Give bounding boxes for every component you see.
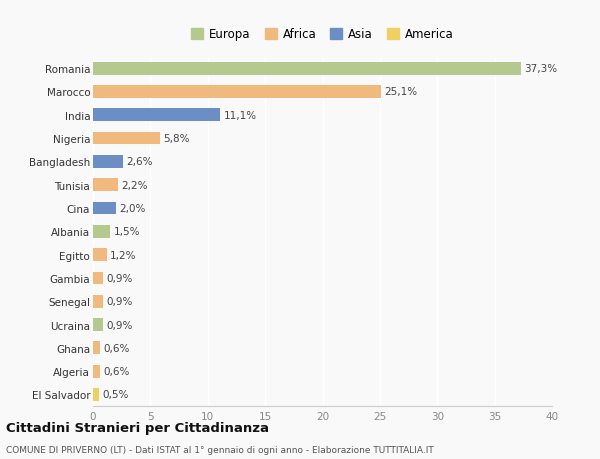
Text: 5,8%: 5,8% bbox=[163, 134, 190, 144]
Text: 37,3%: 37,3% bbox=[524, 64, 557, 74]
Bar bbox=[93, 109, 220, 122]
Bar bbox=[93, 365, 100, 378]
Bar bbox=[93, 341, 100, 354]
Text: 11,1%: 11,1% bbox=[224, 111, 257, 121]
Text: COMUNE DI PRIVERNO (LT) - Dati ISTAT al 1° gennaio di ogni anno - Elaborazione T: COMUNE DI PRIVERNO (LT) - Dati ISTAT al … bbox=[6, 445, 434, 454]
Text: 2,0%: 2,0% bbox=[119, 203, 146, 213]
Text: 0,9%: 0,9% bbox=[107, 273, 133, 283]
Bar bbox=[93, 62, 521, 75]
Bar bbox=[93, 202, 116, 215]
Text: 2,2%: 2,2% bbox=[122, 180, 148, 190]
Bar bbox=[93, 225, 110, 238]
Text: 1,2%: 1,2% bbox=[110, 250, 137, 260]
Bar bbox=[93, 295, 103, 308]
Legend: Europa, Africa, Asia, America: Europa, Africa, Asia, America bbox=[188, 25, 457, 45]
Text: 25,1%: 25,1% bbox=[385, 87, 418, 97]
Text: Cittadini Stranieri per Cittadinanza: Cittadini Stranieri per Cittadinanza bbox=[6, 421, 269, 434]
Bar bbox=[93, 388, 99, 401]
Bar bbox=[93, 156, 123, 168]
Text: 1,5%: 1,5% bbox=[113, 227, 140, 237]
Text: 0,9%: 0,9% bbox=[107, 320, 133, 330]
Text: 2,6%: 2,6% bbox=[126, 157, 153, 167]
Bar bbox=[93, 132, 160, 145]
Bar bbox=[93, 86, 381, 99]
Bar bbox=[93, 179, 118, 192]
Text: 0,6%: 0,6% bbox=[103, 366, 130, 376]
Bar bbox=[93, 319, 103, 331]
Text: 0,6%: 0,6% bbox=[103, 343, 130, 353]
Bar bbox=[93, 249, 107, 262]
Text: 0,9%: 0,9% bbox=[107, 297, 133, 307]
Bar bbox=[93, 272, 103, 285]
Text: 0,5%: 0,5% bbox=[102, 390, 128, 400]
